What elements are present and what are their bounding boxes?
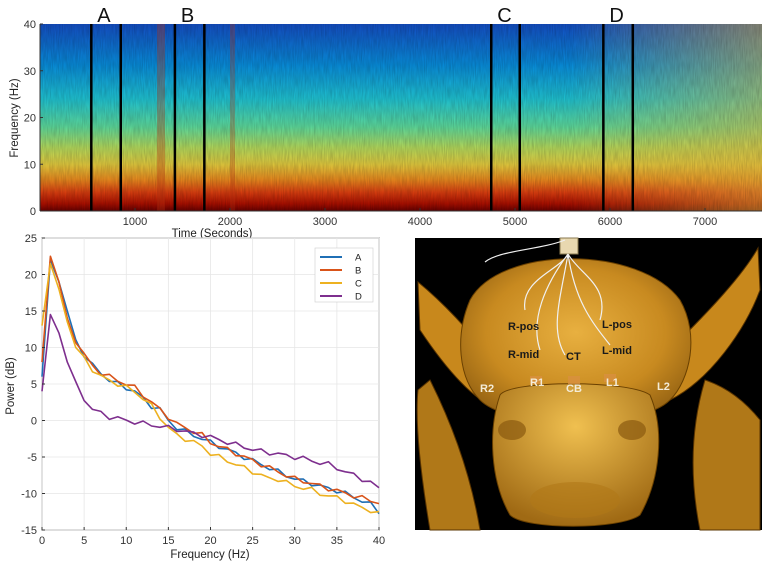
y-tick-label: 10	[25, 343, 37, 355]
series-line-b	[41, 255, 380, 505]
right-eye-socket	[618, 420, 646, 440]
spectrogram-artifact-band	[157, 24, 165, 211]
y-tick-label: 40	[24, 19, 36, 31]
x-tick-label: 7000	[693, 216, 717, 228]
y-tick-label: 10	[24, 159, 36, 171]
segment-label: C	[497, 5, 511, 27]
electrode-marker	[530, 376, 542, 384]
electrode-label-cb: CB	[566, 383, 582, 395]
x-tick-label: 6000	[598, 216, 622, 228]
x-tick-label: 5	[81, 535, 87, 547]
series-line-c	[41, 262, 380, 514]
x-tick-label: 4000	[408, 216, 432, 228]
connector	[559, 237, 579, 255]
segment-label: B	[181, 5, 194, 27]
spectrogram-texture	[40, 24, 762, 211]
electrode-label-l-mid: L-mid	[602, 345, 632, 357]
pig-head-image: R-pos L-pos R-mid CT L-mid R2 R1 CB L1 L…	[415, 237, 762, 531]
legend-label: C	[355, 279, 362, 290]
y-tick-label: 0	[31, 416, 37, 428]
electrode-label-r2: R2	[480, 383, 494, 395]
electrode-label-l1: L1	[606, 377, 619, 389]
right-shoulder	[692, 379, 761, 531]
spectrogram-x-label: Time (Seconds)	[172, 228, 253, 240]
x-tick-label: 40	[373, 535, 385, 547]
spectrogram-y-label: Frequency (Hz)	[9, 78, 21, 157]
series-line-d	[41, 313, 380, 489]
snout	[492, 383, 660, 527]
segment-label: A	[97, 5, 111, 27]
x-tick-label: 35	[331, 535, 343, 547]
snout-tip	[530, 482, 620, 518]
electrode-label-ct: CT	[566, 351, 581, 363]
y-tick-label: 20	[25, 270, 37, 282]
y-tick-label: 30	[24, 66, 36, 78]
y-tick-label: -5	[27, 452, 37, 464]
x-tick-label: 2000	[218, 216, 242, 228]
left-shoulder	[416, 379, 481, 531]
y-tick-label: 15	[25, 306, 37, 318]
skull	[460, 258, 692, 423]
spectrogram-chart: A B C D 1000 2000 3000 4000 5000 6000 7000 0 10 20 3…	[9, 5, 762, 240]
x-tick-label: 1000	[123, 216, 147, 228]
y-tick-label: -10	[21, 489, 37, 501]
power-spectrum-chart: 0 5 10 15 20 25 30 35 40 25 20 15 10 5 0 -5 -10 -15 Freq…	[5, 233, 385, 561]
psd-x-label: Frequency (Hz)	[170, 549, 249, 561]
x-tick-label: 0	[39, 535, 45, 547]
x-tick-label: 10	[120, 535, 132, 547]
segment-label: D	[609, 5, 623, 27]
psd-y-label: Power (dB)	[5, 357, 17, 415]
legend-label: B	[355, 266, 361, 277]
cable	[484, 239, 566, 263]
left-eye-socket	[498, 420, 526, 440]
y-tick-label: -15	[21, 525, 37, 537]
electrode-label-r-pos: R-pos	[508, 321, 539, 333]
spectrogram-artifact-band	[230, 24, 235, 211]
y-tick-label: 5	[31, 379, 37, 391]
electrode-marker	[568, 376, 580, 384]
y-tick-label: 20	[24, 113, 36, 125]
x-tick-label: 15	[162, 535, 174, 547]
electrode-label-l-pos: L-pos	[602, 319, 632, 331]
x-tick-label: 20	[204, 535, 216, 547]
electrode-label-r1: R1	[530, 377, 544, 389]
x-tick-label: 25	[247, 535, 259, 547]
y-tick-label: 25	[25, 233, 37, 245]
legend-label: D	[355, 292, 362, 303]
y-tick-label: 0	[30, 206, 36, 218]
x-tick-label: 3000	[313, 216, 337, 228]
electrode-marker	[604, 374, 616, 382]
electrode-label-r-mid: R-mid	[508, 349, 539, 361]
electrode-wires	[524, 253, 611, 356]
legend-label: A	[355, 253, 362, 264]
x-tick-label: 5000	[503, 216, 527, 228]
electrode-label-l2: L2	[657, 381, 670, 393]
x-tick-label: 30	[289, 535, 301, 547]
